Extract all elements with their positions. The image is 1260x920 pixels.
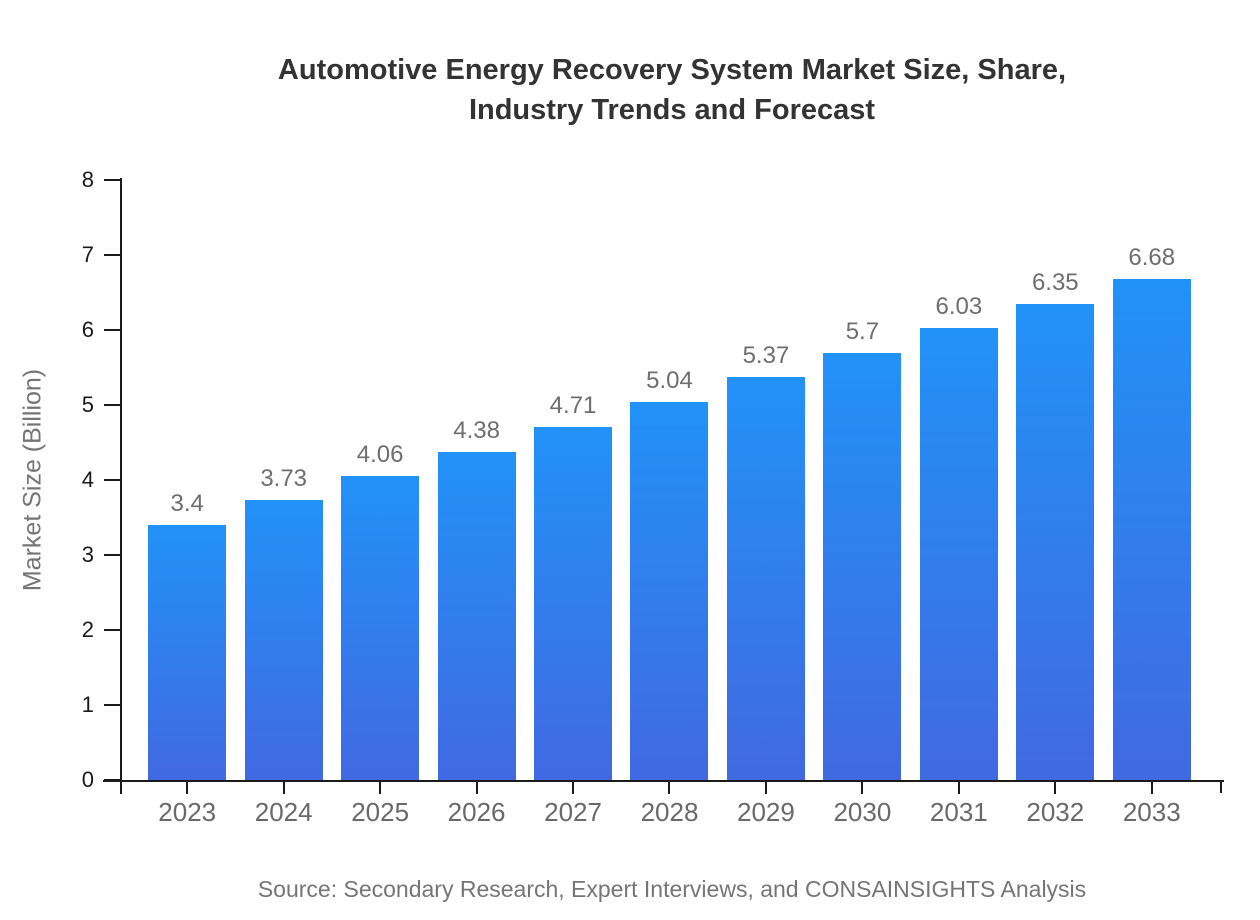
x-tick-mark: [957, 782, 960, 794]
bar-slot: 3.73: [235, 465, 331, 780]
y-axis-title: Market Size (Billion): [18, 368, 47, 592]
x-axis-labels: 2023 2024 2025 2026 2027 2028 2029 2030 …: [122, 782, 1222, 828]
x-slot: 2028: [621, 782, 717, 828]
bar-value-label: 6.35: [1031, 268, 1079, 296]
bar-value-label: 5.04: [646, 367, 693, 394]
x-tick-mark: [764, 782, 767, 794]
bar: [341, 475, 420, 780]
bar-value-label: 6.68: [1128, 244, 1176, 271]
y-tick-label: 1: [81, 692, 94, 717]
x-axis-spine: [103, 780, 1224, 782]
bars: 3.4 3.73 4.06 4.38 4.71 5.04 5.37 5.7 6.…: [122, 180, 1222, 780]
y-tick-mark: [104, 704, 120, 706]
x-axis-end-tick: [1220, 782, 1222, 793]
x-slot: 2023: [139, 782, 235, 828]
y-tick-label: 3: [81, 542, 94, 567]
bar-value-label: 4.71: [549, 391, 597, 419]
y-tick-mark: [104, 554, 120, 556]
y-tick-mark: [104, 254, 120, 256]
bar-value-label: 3.73: [260, 465, 308, 493]
bar: [1112, 279, 1191, 780]
x-tick-mark: [861, 782, 864, 794]
y-tick-label: 0: [81, 767, 94, 792]
x-tick-mark: [1054, 782, 1057, 794]
x-tick-mark: [1150, 782, 1153, 794]
y-tick-label: 5: [81, 392, 94, 417]
x-tick-mark: [186, 782, 189, 794]
x-tick-mark: [475, 782, 478, 794]
bar-slot: 6.68: [1104, 244, 1200, 780]
bar: [534, 426, 613, 780]
bar-slot: 5.04: [621, 367, 717, 780]
y-tick-label: 6: [81, 317, 94, 342]
bar-value-label: 6.03: [935, 292, 983, 320]
bar: [1016, 303, 1095, 780]
y-tick-label: 4: [81, 467, 94, 492]
x-tick-label: 2033: [1122, 797, 1181, 827]
x-slot: 2029: [718, 782, 814, 828]
x-tick-label: 2023: [158, 797, 217, 827]
y-tick-mark: [104, 479, 120, 481]
y-tick-label: 2: [81, 617, 94, 642]
x-slot: 2026: [428, 782, 524, 828]
bar: [244, 500, 323, 780]
y-tick-mark: [104, 404, 120, 406]
chart-title: Automotive Energy Recovery System Market…: [277, 54, 1067, 126]
x-tick-label: 2026: [447, 797, 506, 827]
x-tick-label: 2032: [1026, 797, 1085, 827]
y-tick-mark: [104, 179, 120, 181]
bar-value-label: 5.7: [845, 317, 880, 345]
x-tick-label: 2031: [929, 797, 988, 827]
x-slot: 2024: [235, 782, 331, 828]
bar-slot: 4.71: [525, 392, 621, 780]
x-tick-label: 2027: [544, 797, 602, 827]
plot-area: 0 1 2 3 4 5 6 7 8 3.4 3.73 4.06 4.38 4.71 5.04 5…: [82, 167, 1224, 827]
bar-slot: 4.06: [332, 440, 428, 780]
bar-slot: 4.38: [428, 416, 524, 780]
x-tick-mark: [572, 782, 575, 794]
bar-value-label: 3.4: [170, 490, 204, 517]
x-slot: 2025: [332, 782, 428, 828]
x-tick-label: 2024: [254, 797, 313, 827]
bar-slot: 5.7: [814, 317, 910, 780]
x-tick-mark: [379, 782, 382, 794]
bar-slot: 6.03: [911, 293, 1007, 780]
source-note: Source: Secondary Research, Expert Inter…: [257, 876, 1087, 902]
y-tick-mark: [104, 779, 120, 781]
x-tick-label: 2030: [833, 797, 892, 827]
x-tick-mark: [282, 782, 285, 794]
bar: [823, 352, 902, 780]
bar: [148, 525, 227, 780]
bar-value-label: 5.37: [742, 342, 790, 370]
bar-value-label: 4.06: [356, 440, 404, 468]
x-tick-label: 2028: [640, 797, 699, 827]
bar: [919, 327, 998, 780]
y-tick-label: 7: [81, 242, 94, 267]
x-slot: 2033: [1104, 782, 1200, 828]
x-tick-mark: [668, 782, 671, 794]
x-tick-label: 2025: [351, 797, 410, 827]
x-slot: 2032: [1007, 782, 1103, 828]
bar-slot: 5.37: [718, 342, 814, 780]
bar-value-label: 4.38: [453, 416, 500, 444]
bar: [437, 451, 516, 780]
x-tick-label: 2029: [737, 797, 795, 827]
bar-slot: 3.4: [139, 490, 235, 780]
y-tick-mark: [104, 629, 120, 631]
x-slot: 2027: [525, 782, 621, 828]
bar-slot: 6.35: [1007, 269, 1103, 780]
x-slot: 2030: [814, 782, 910, 828]
x-slot: 2031: [911, 782, 1007, 828]
y-tick-label: 8: [81, 167, 94, 192]
bar: [726, 377, 805, 780]
bar: [630, 402, 709, 780]
y-tick-mark: [104, 329, 120, 331]
y-axis-spine: [120, 178, 122, 794]
